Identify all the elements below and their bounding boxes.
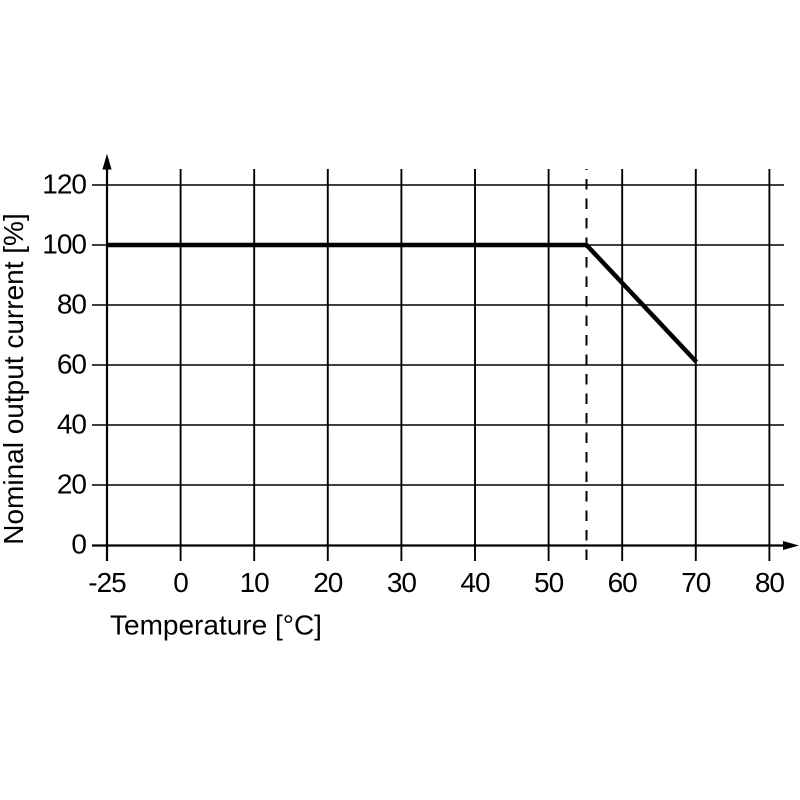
svg-text:40: 40: [460, 567, 490, 598]
svg-text:60: 60: [57, 349, 87, 380]
svg-text:70: 70: [681, 567, 711, 598]
svg-text:100: 100: [42, 229, 86, 260]
svg-text:10: 10: [240, 567, 270, 598]
svg-text:30: 30: [387, 567, 417, 598]
svg-text:0: 0: [173, 567, 188, 598]
svg-text:40: 40: [57, 409, 87, 440]
svg-text:Temperature [°C]: Temperature [°C]: [110, 610, 322, 641]
svg-text:80: 80: [755, 567, 785, 598]
svg-text:120: 120: [42, 169, 86, 200]
svg-text:60: 60: [608, 567, 638, 598]
svg-text:0: 0: [71, 529, 86, 560]
svg-text:-25: -25: [88, 567, 126, 598]
svg-text:50: 50: [534, 567, 564, 598]
svg-text:20: 20: [57, 469, 87, 500]
svg-text:20: 20: [313, 567, 343, 598]
svg-text:80: 80: [57, 289, 87, 320]
svg-text:Nominal output current [%]: Nominal output current [%]: [0, 213, 29, 545]
